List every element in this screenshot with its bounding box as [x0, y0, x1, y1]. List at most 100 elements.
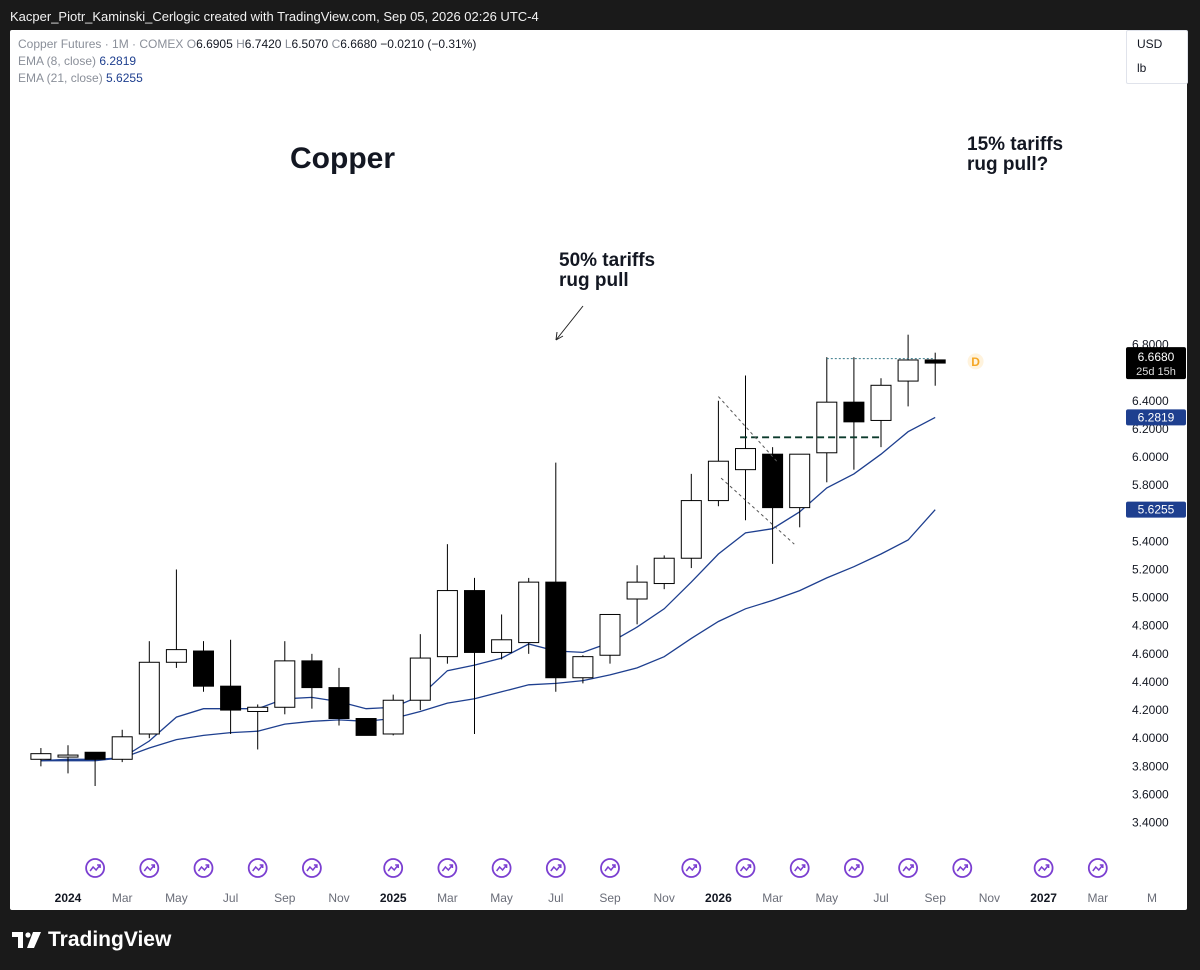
tradingview-logo: TradingView	[12, 928, 171, 952]
event-marker-glyph	[252, 864, 264, 872]
unit-label[interactable]: lb	[1137, 61, 1147, 75]
ema8-line[interactable]	[40, 416, 936, 762]
close-label: C	[331, 37, 341, 51]
last-price-countdown: 25d 15h	[1136, 366, 1176, 378]
symbol-label: Copper Futures · 1M · COMEX	[18, 37, 184, 51]
trendline[interactable]	[720, 477, 795, 545]
candle-body[interactable]	[924, 359, 946, 364]
event-marker-arrow	[205, 864, 210, 868]
chart-caption: Kacper_Piotr_Kaminski_Cerlogic created w…	[10, 9, 539, 24]
candle-body[interactable]	[816, 401, 838, 454]
candle-body[interactable]	[57, 754, 79, 758]
y-tick-label: 6.2000	[1132, 422, 1169, 436]
event-marker-arrow	[503, 864, 508, 868]
candle-body[interactable]	[301, 660, 323, 689]
candle-body[interactable]	[735, 448, 756, 471]
y-tick-label: 3.4000	[1132, 816, 1169, 830]
event-marker-arrow	[747, 864, 752, 868]
event-marker-arrow	[395, 864, 399, 868]
x-tick-label: 2027	[1030, 891, 1057, 905]
candle-body[interactable]	[762, 453, 784, 509]
candle-body[interactable]	[247, 706, 269, 712]
high-value: 6.7420	[244, 37, 282, 51]
chart-panel[interactable]: 3.4000 3.6000 3.8000 4.0000 4.2000 4.4000 4.60…	[10, 30, 1188, 910]
event-marker-glyph	[306, 864, 318, 872]
currency-unit-selector[interactable]: USD lb	[1126, 30, 1188, 84]
ema8-legend[interactable]: EMA (8, close) 6.2819	[18, 54, 136, 68]
x-tick-label: Mar	[762, 891, 783, 905]
price-chart[interactable]: 3.4000 3.6000 3.8000 4.0000 4.2000 4.4000 4.60…	[10, 30, 1187, 910]
x-tick-label: May	[815, 891, 838, 905]
footer-bar: TradingView	[0, 910, 1200, 970]
candle-body[interactable]	[599, 613, 621, 656]
candle-body[interactable]	[84, 751, 106, 760]
candle-body[interactable]	[653, 557, 675, 585]
y-tick-label: 5.0000	[1132, 591, 1169, 605]
currency-label[interactable]: USD	[1137, 37, 1163, 51]
x-tick-label: Sep	[274, 891, 296, 905]
event-marker-arrow	[964, 864, 969, 868]
candle-body[interactable]	[138, 661, 160, 735]
chart-title: Copper	[290, 142, 395, 175]
y-tick-label: 5.8000	[1132, 478, 1169, 492]
last-price-value: 6.6680	[1138, 350, 1175, 364]
candle-body[interactable]	[626, 581, 648, 600]
ema21-label: EMA (21, close)	[18, 71, 103, 85]
candle-body[interactable]	[30, 753, 52, 760]
candle-body[interactable]	[843, 401, 865, 423]
y-tick-label: 4.2000	[1132, 703, 1169, 717]
candle-body[interactable]	[165, 649, 187, 663]
candle-body[interactable]	[491, 639, 513, 653]
annotation-50pct-line1: 50% tariffs	[559, 250, 655, 271]
candle-body[interactable]	[464, 590, 485, 653]
event-marker-arrow	[910, 864, 914, 868]
event-marker-arrow	[557, 864, 562, 868]
x-tick-label: May	[490, 891, 513, 905]
candle-body[interactable]	[870, 384, 892, 421]
ema8-value: 6.2819	[99, 54, 137, 68]
high-label: H	[236, 37, 245, 51]
candle-body[interactable]	[789, 453, 811, 509]
event-marker-glyph	[794, 864, 806, 872]
dividend-marker[interactable]	[967, 353, 984, 370]
ema21-line[interactable]	[40, 509, 936, 762]
ema21-legend[interactable]: EMA (21, close) 5.6255	[18, 71, 143, 85]
candle-body[interactable]	[707, 460, 729, 502]
candle-body[interactable]	[355, 718, 377, 736]
event-marker-glyph	[387, 864, 399, 872]
x-tick-label: Mar	[112, 891, 133, 905]
candle-body[interactable]	[897, 359, 919, 382]
event-marker-arrow	[449, 864, 454, 868]
candle-body[interactable]	[274, 660, 296, 708]
trendline[interactable]	[718, 396, 779, 463]
x-tick-label: Nov	[979, 891, 1000, 905]
y-tick-label: 6.0000	[1132, 450, 1169, 464]
candle-body[interactable]	[572, 656, 594, 679]
tradingview-logo-icon	[12, 932, 41, 948]
y-tick-label: 4.6000	[1132, 647, 1169, 661]
candle-body[interactable]	[518, 581, 540, 644]
event-marker-arrow	[151, 864, 156, 868]
x-tick-label: M	[1147, 891, 1157, 905]
y-tick-label: 5.4000	[1132, 534, 1169, 548]
event-marker-glyph	[739, 864, 752, 872]
event-marker-arrow	[801, 864, 806, 868]
candle-body[interactable]	[382, 699, 404, 735]
event-marker-glyph	[604, 864, 616, 872]
candle-body[interactable]	[436, 590, 458, 658]
candle-body[interactable]	[680, 500, 702, 559]
ema21-value: 5.6255	[106, 71, 143, 85]
y-tick-label: 4.8000	[1132, 619, 1169, 633]
x-tick-label: Jul	[223, 891, 238, 905]
candle-body[interactable]	[111, 736, 133, 760]
candle-body[interactable]	[409, 657, 431, 701]
candle-body[interactable]	[545, 581, 567, 679]
ohlc-legend[interactable]: Copper Futures · 1M · COMEX O6.6905 H6.7…	[18, 37, 476, 51]
candle-body[interactable]	[193, 650, 214, 687]
event-marker-glyph	[848, 864, 860, 872]
candle-body[interactable]	[220, 685, 242, 711]
candle-body[interactable]	[328, 687, 350, 720]
change-value: −0.0210 (−0.31%)	[380, 37, 477, 51]
tradingview-logo-text: TradingView	[48, 928, 172, 951]
event-marker-arrow	[855, 864, 860, 868]
